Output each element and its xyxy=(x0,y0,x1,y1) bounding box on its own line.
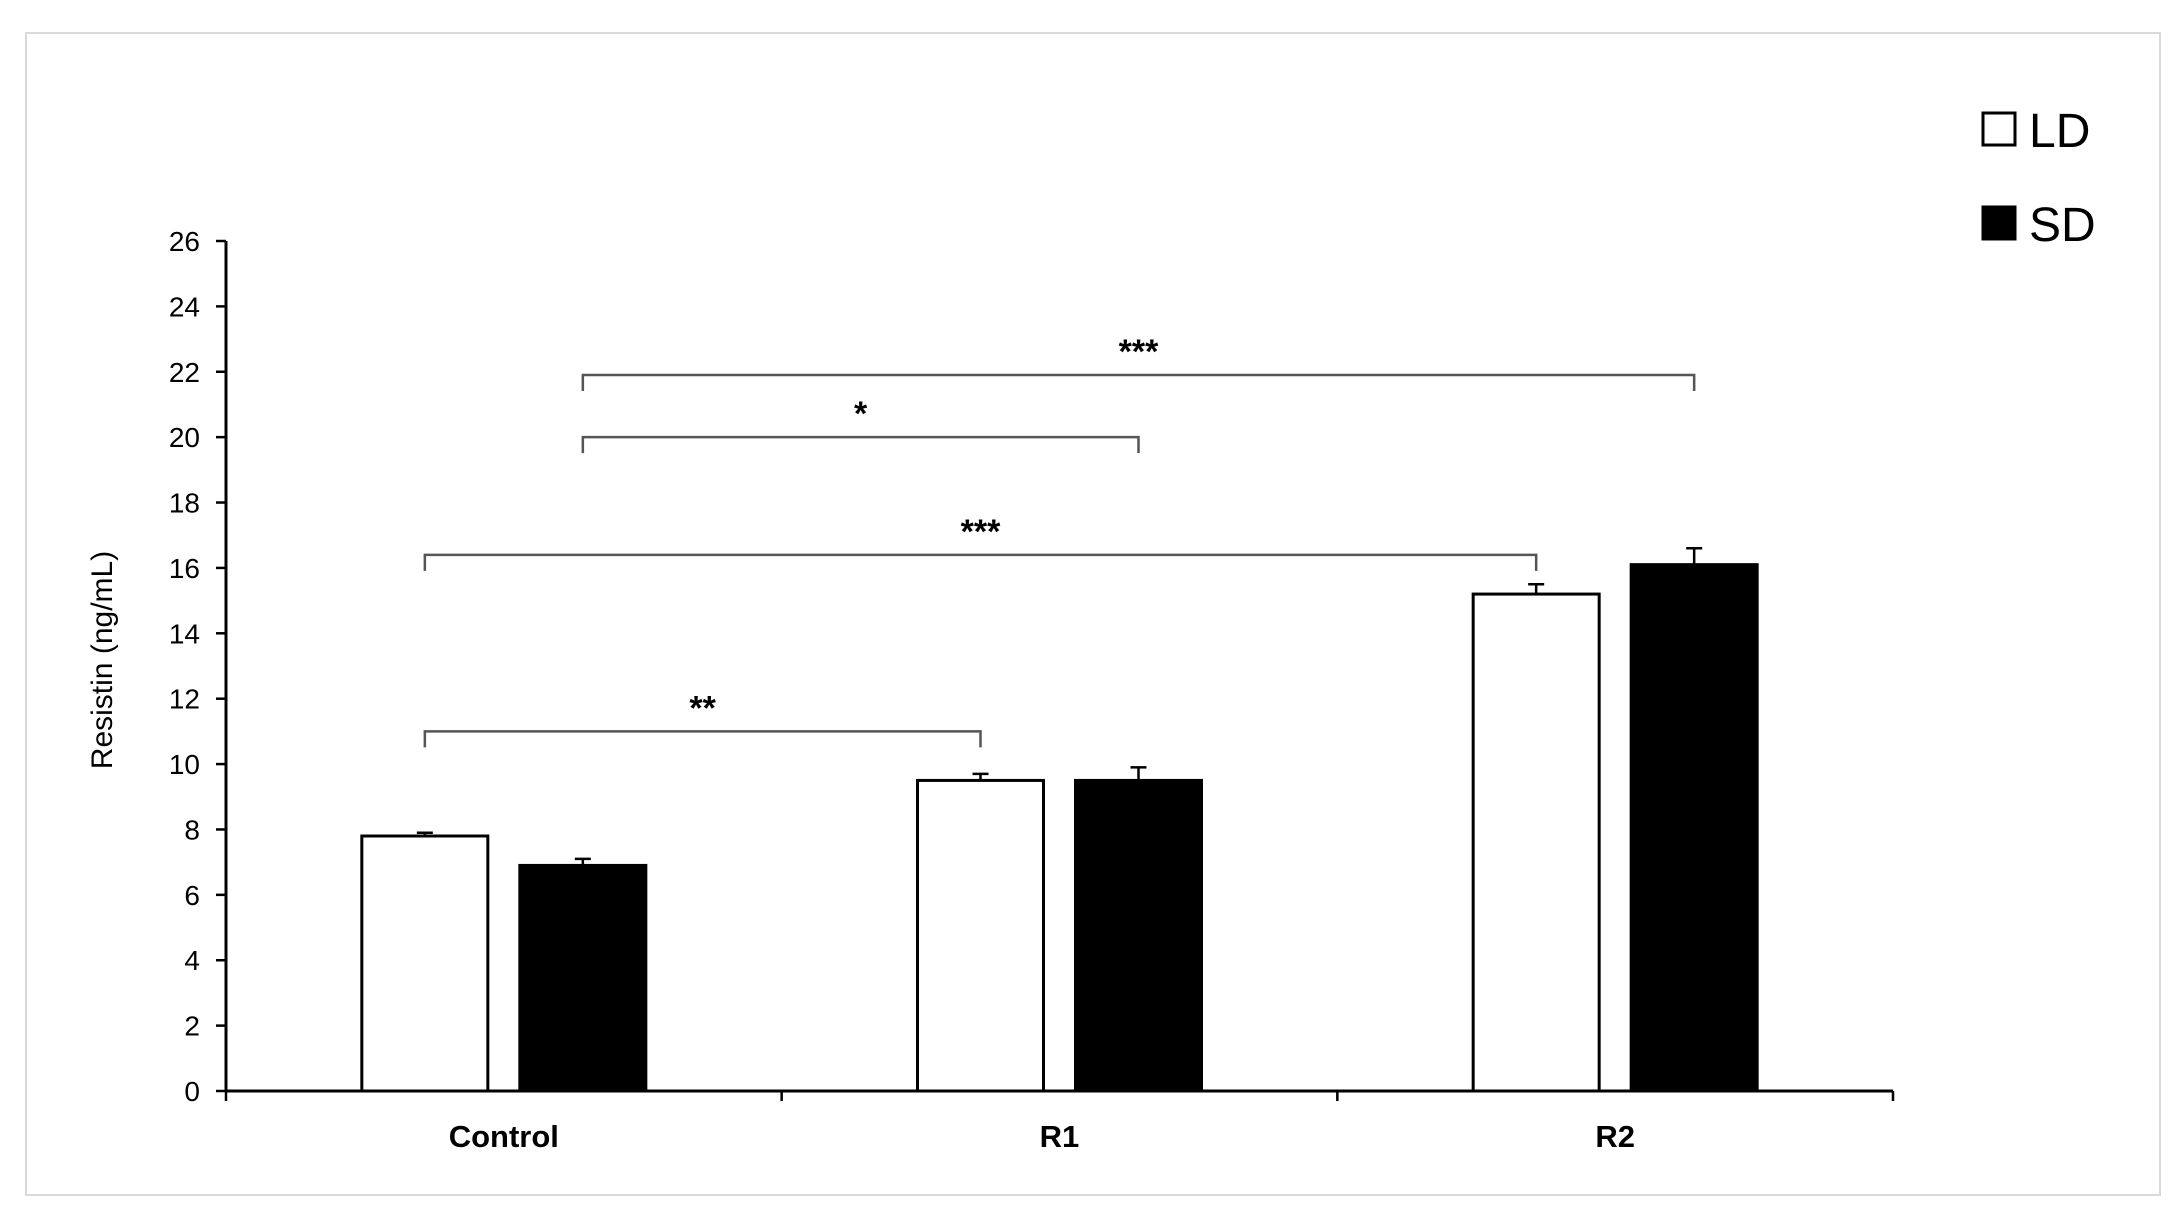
bar-ld-r2 xyxy=(1471,592,1601,1093)
significance-bracket xyxy=(581,373,1696,392)
x-tick-label: R1 xyxy=(1040,1119,1080,1154)
y-tick-label: 26 xyxy=(169,226,200,257)
x-tick-label: R2 xyxy=(1595,1119,1635,1154)
y-tick-label: 22 xyxy=(169,357,200,388)
legend: LD SD xyxy=(1981,105,2096,252)
legend-swatch-sd xyxy=(1981,205,2017,241)
y-tick-label: 16 xyxy=(169,553,200,584)
bar-sd-r1 xyxy=(1074,778,1203,1093)
y-tick-label: 24 xyxy=(169,291,200,322)
y-tick-label: 6 xyxy=(184,880,200,911)
y-axis-title: Resistin (ng/mL) xyxy=(86,551,119,769)
significance-label: ** xyxy=(689,689,716,727)
legend-label-sd: SD xyxy=(2029,199,2096,252)
bar-ld-control xyxy=(360,834,490,1093)
bar-sd-r2 xyxy=(1629,563,1759,1093)
significance-label: *** xyxy=(961,513,1001,551)
significance-bracket xyxy=(423,553,1538,571)
y-tick-label: 20 xyxy=(169,422,200,453)
y-tick-label: 18 xyxy=(169,488,200,519)
y-tick-label: 0 xyxy=(184,1076,200,1107)
significance-label: * xyxy=(854,395,868,433)
significance-bracket xyxy=(423,730,982,748)
legend-swatch-ld xyxy=(1981,111,2017,147)
y-tick-label: 2 xyxy=(184,1011,200,1042)
y-tick-label: 4 xyxy=(184,945,200,976)
y-tick-label: 8 xyxy=(184,814,200,845)
error-bars xyxy=(416,547,1703,866)
bars xyxy=(360,563,1759,1093)
y-tick-label: 10 xyxy=(169,749,200,780)
x-tick-label: Control xyxy=(449,1119,559,1154)
significance-bracket xyxy=(581,435,1140,454)
significance-brackets: ********* xyxy=(423,333,1696,748)
y-tick-label: 14 xyxy=(169,618,200,649)
bar-ld-r1 xyxy=(916,778,1045,1093)
legend-label-ld: LD xyxy=(2029,105,2090,158)
significance-label: *** xyxy=(1119,333,1159,371)
bar-sd-control xyxy=(518,863,648,1093)
y-tick-label: 12 xyxy=(169,684,200,715)
x-axis: Control R1 R2 xyxy=(224,1089,1895,1154)
